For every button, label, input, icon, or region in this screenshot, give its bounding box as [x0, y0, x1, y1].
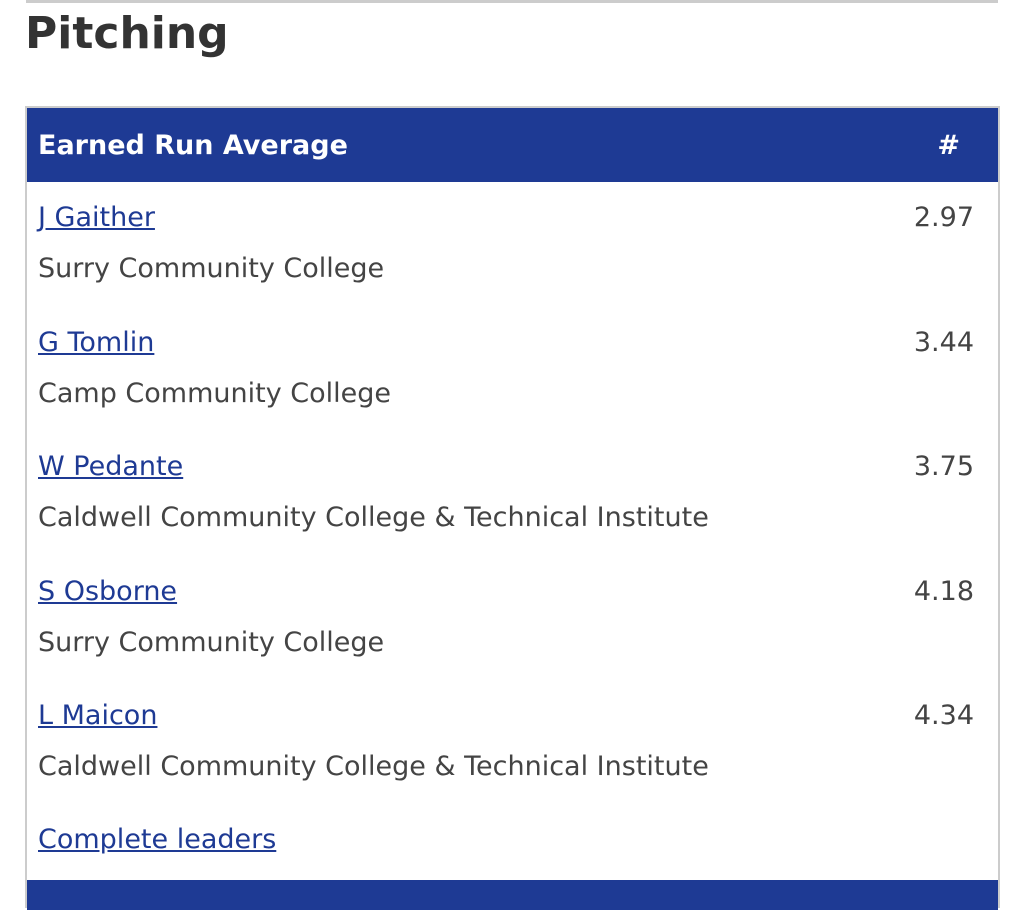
table-header: Earned Run Average # — [27, 108, 998, 182]
leader-row: J Gaither Surry Community College 2.97 — [27, 182, 998, 307]
header-label: Earned Run Average — [38, 130, 348, 161]
stat-value: 3.75 — [913, 451, 974, 482]
stat-value: 2.97 — [913, 202, 974, 233]
next-header — [27, 880, 998, 910]
player-link[interactable]: L Maicon — [38, 700, 158, 731]
team-name: Caldwell Community College & Technical I… — [38, 751, 709, 782]
team-name: Surry Community College — [38, 626, 385, 658]
stat-value: 4.34 — [913, 700, 974, 731]
player-link[interactable]: S Osborne — [38, 575, 178, 607]
section-heading: Pitching — [25, 8, 229, 59]
stat-value: 4.18 — [913, 575, 974, 607]
stat-value: 3.44 — [913, 326, 974, 358]
player-link[interactable]: G Tomlin — [38, 326, 155, 358]
team-name: Camp Community College — [38, 377, 392, 409]
complete-leaders-link[interactable]: Complete leaders — [38, 824, 277, 855]
leader-row: W Pedante Caldwell Community College & Te… — [27, 431, 998, 556]
rows: J Gaither Surry Community College 2.97 G To… — [27, 182, 998, 805]
team-name: Caldwell Community College & Technical I… — [38, 502, 709, 533]
team-name: Surry Community College — [38, 253, 385, 284]
player-link[interactable]: W Pedante — [38, 451, 184, 482]
leader-row: S Osborne Surry Community College 4.18 — [27, 556, 998, 681]
leader-row: G Tomlin Camp Community College 3.44 — [27, 307, 998, 432]
divider — [26, 0, 998, 3]
player-link[interactable]: J Gaither — [38, 202, 155, 233]
leaders-table: Earned Run Average # J Gaither Surry Comm… — [25, 106, 1000, 910]
leader-row: L Maicon Caldwell Community College & Tec… — [27, 680, 998, 805]
header-label: # — [937, 130, 960, 161]
